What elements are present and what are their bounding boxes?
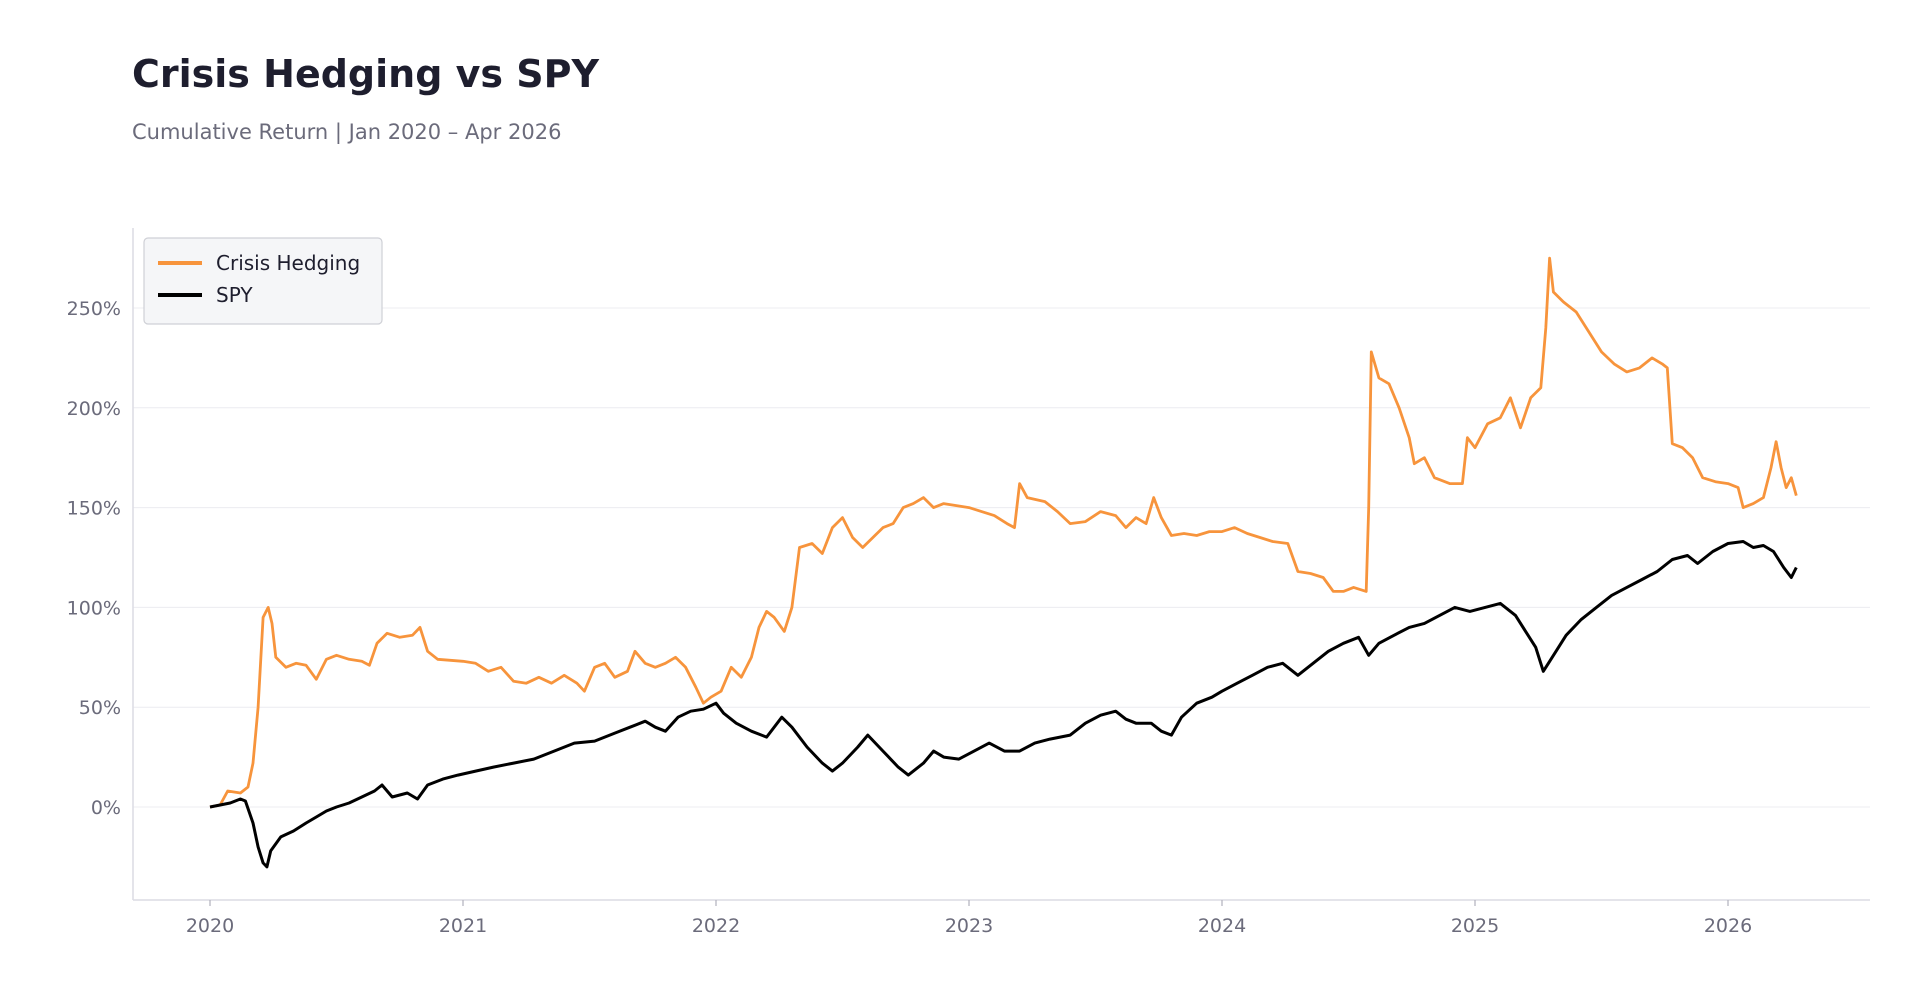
series-line-crisis-hedging <box>209 256 1798 809</box>
y-tick-label: 0% <box>91 797 121 819</box>
legend: Crisis Hedging SPY <box>143 237 383 325</box>
y-tick-label: 50% <box>79 697 121 719</box>
chart-title: Crisis Hedging vs SPY <box>132 52 599 96</box>
y-tick-label: 150% <box>67 498 121 520</box>
x-tick-label: 2021 <box>439 915 487 937</box>
x-tick-label: 2023 <box>945 915 993 937</box>
series-lines <box>209 256 1798 869</box>
legend-box <box>143 237 383 325</box>
x-tick-label: 2022 <box>692 915 740 937</box>
legend-label-spy: SPY <box>216 283 253 307</box>
legend-label-crisis-hedging: Crisis Hedging <box>216 251 360 275</box>
x-tick-label: 2024 <box>1198 915 1246 937</box>
x-tick-label: 2025 <box>1451 915 1499 937</box>
y-tick-label: 200% <box>67 398 121 420</box>
gridlines <box>133 307 1870 808</box>
x-axis-ticks: 2020 2021 2022 2023 2024 2025 2026 <box>186 900 1752 937</box>
y-tick-label: 100% <box>67 597 121 619</box>
y-axis-ticks: 0% 50% 100% 150% 200% 250% <box>67 298 121 819</box>
chart-subtitle: Cumulative Return | Jan 2020 – Apr 2026 <box>132 120 562 144</box>
x-tick-label: 2026 <box>1704 915 1752 937</box>
y-tick-label: 250% <box>67 298 121 320</box>
series-line-spy <box>209 540 1798 869</box>
x-tick-label: 2020 <box>186 915 234 937</box>
